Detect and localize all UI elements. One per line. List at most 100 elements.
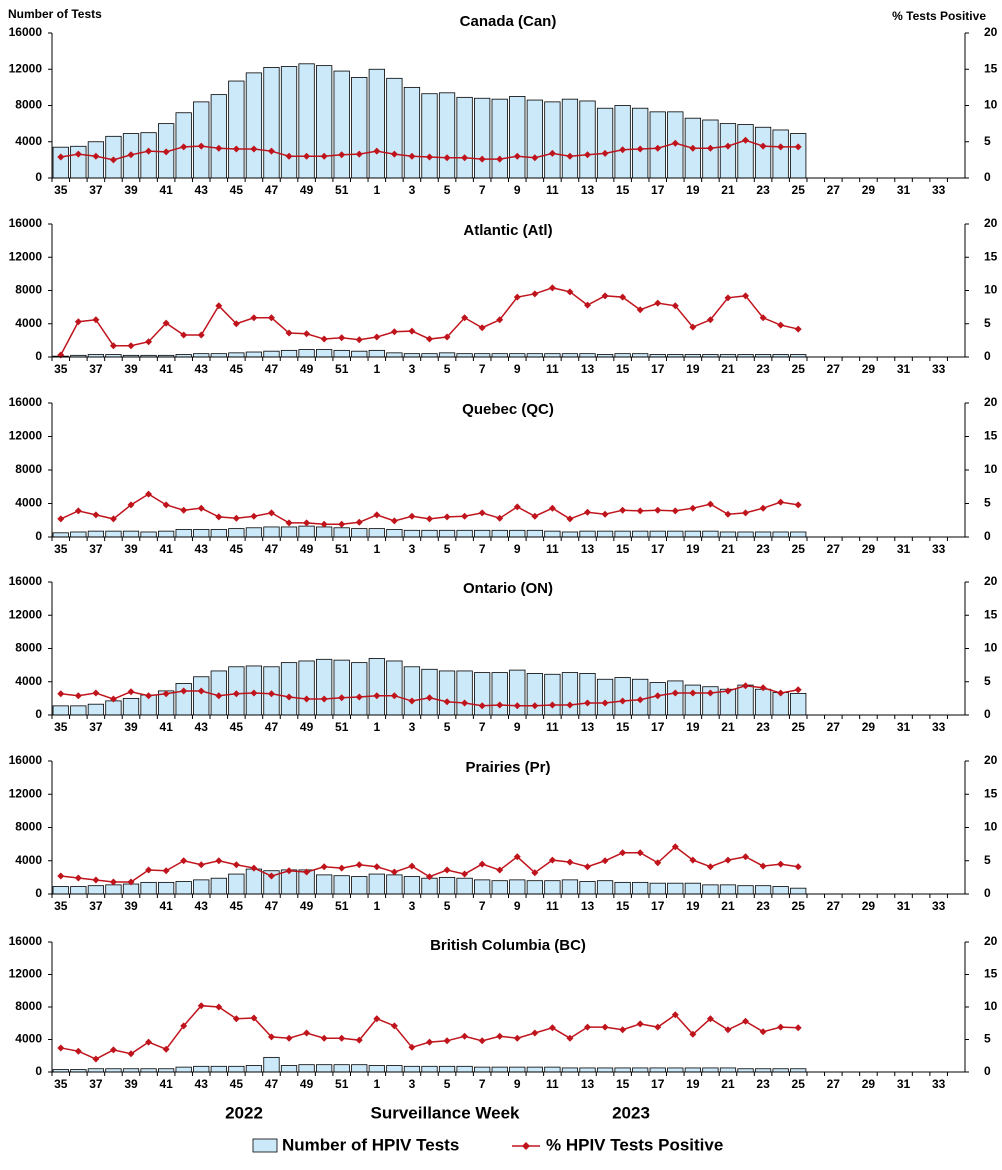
line-marker: [162, 867, 170, 875]
bar: [157, 530, 175, 538]
line-marker: [57, 872, 65, 880]
bar: [526, 529, 543, 538]
x-tick-label: 31: [897, 362, 911, 376]
line-marker: [548, 504, 556, 512]
x-tick-label: 9: [514, 1077, 521, 1091]
line-marker: [303, 868, 311, 876]
x-tick-label: 35: [54, 542, 68, 556]
line-marker: [601, 149, 609, 157]
y2-tick-label: 15: [984, 607, 998, 621]
bar: [228, 873, 245, 895]
y2-tick-label: 5: [984, 853, 991, 867]
x-tick-label: 33: [932, 362, 946, 376]
line-marker: [794, 143, 802, 151]
line-marker: [724, 856, 732, 864]
bar: [210, 94, 227, 179]
panel-title: British Columbia (BC): [430, 937, 586, 954]
line-marker: [338, 1034, 346, 1042]
bar: [702, 530, 719, 538]
bar: [438, 876, 456, 895]
line-marker: [215, 302, 223, 310]
bar: [474, 1066, 491, 1073]
line-marker: [215, 857, 223, 865]
line-marker: [285, 867, 293, 875]
line-marker: [320, 520, 328, 528]
y2-tick-label: 20: [984, 395, 998, 409]
line-marker: [742, 1017, 750, 1025]
bar: [491, 529, 508, 538]
x-tick-label: 41: [159, 183, 173, 197]
bar: [649, 1067, 666, 1073]
bar: [526, 1066, 543, 1073]
bar: [210, 1065, 227, 1073]
line-marker: [355, 150, 363, 158]
x-tick-label: 13: [581, 720, 595, 734]
line-marker: [267, 872, 275, 880]
line-marker: [267, 314, 275, 322]
line-marker: [531, 702, 539, 710]
x-tick-label: 43: [195, 1077, 209, 1091]
x-tick-label: 7: [479, 542, 486, 556]
line-marker: [425, 515, 433, 523]
legend-swatch: [252, 1138, 278, 1153]
line-marker: [57, 1044, 65, 1052]
bar: [702, 884, 719, 895]
bar: [210, 877, 227, 895]
bar: [316, 874, 333, 895]
x-tick-label: 11: [546, 899, 559, 913]
bar: [614, 105, 631, 179]
bar: [351, 662, 368, 716]
line-marker: [689, 144, 697, 152]
x-tick-label: 1: [373, 899, 380, 913]
x-tick-label: 17: [651, 1077, 665, 1091]
panel-title: Prairies (Pr): [465, 759, 550, 776]
x-tick-label: 1: [373, 183, 380, 197]
bar: [368, 1065, 385, 1073]
line-marker: [636, 849, 644, 857]
line-marker: [671, 302, 679, 310]
x-tick-label: 33: [932, 899, 946, 913]
line-marker: [197, 331, 205, 339]
line-marker: [197, 504, 205, 512]
line-marker: [724, 510, 732, 518]
bar: [351, 876, 368, 895]
y2-tick-label: 10: [984, 999, 998, 1013]
line-marker: [162, 319, 170, 327]
x-tick-label: 3: [409, 1077, 416, 1091]
line-marker: [478, 860, 486, 868]
bar: [351, 350, 368, 358]
line-marker: [566, 288, 574, 296]
line-marker: [232, 320, 240, 328]
bar: [456, 670, 473, 716]
line-marker: [355, 336, 363, 344]
x-tick-label: 1: [373, 362, 380, 376]
line-marker: [180, 857, 188, 865]
x-tick-label: 29: [862, 899, 876, 913]
line-marker: [636, 306, 644, 314]
y-tick-label: 4000: [15, 316, 42, 330]
bar: [316, 65, 333, 179]
x-tick-label: 15: [616, 1077, 630, 1091]
bar: [579, 1067, 596, 1073]
bar: [790, 133, 807, 179]
line-marker: [671, 139, 679, 147]
bar: [544, 530, 561, 538]
line-marker: [267, 690, 275, 698]
line-marker: [320, 152, 328, 160]
line-marker: [373, 863, 381, 871]
line-marker: [338, 334, 346, 342]
y2-tick-label: 20: [984, 25, 998, 39]
panel-title: Atlantic (Atl): [463, 222, 552, 239]
x-tick-label: 35: [54, 720, 68, 734]
line-marker: [74, 1047, 82, 1055]
x-tick-label: 49: [300, 542, 314, 556]
y2-tick-label: 0: [984, 529, 991, 543]
line-marker: [706, 1015, 714, 1023]
bar: [245, 1065, 263, 1073]
bar: [368, 658, 385, 716]
legend-label: Number of HPIV Tests: [282, 1135, 459, 1154]
bar: [579, 881, 596, 895]
line-marker: [390, 1022, 398, 1030]
line-marker: [706, 863, 714, 871]
line-marker: [584, 508, 592, 516]
